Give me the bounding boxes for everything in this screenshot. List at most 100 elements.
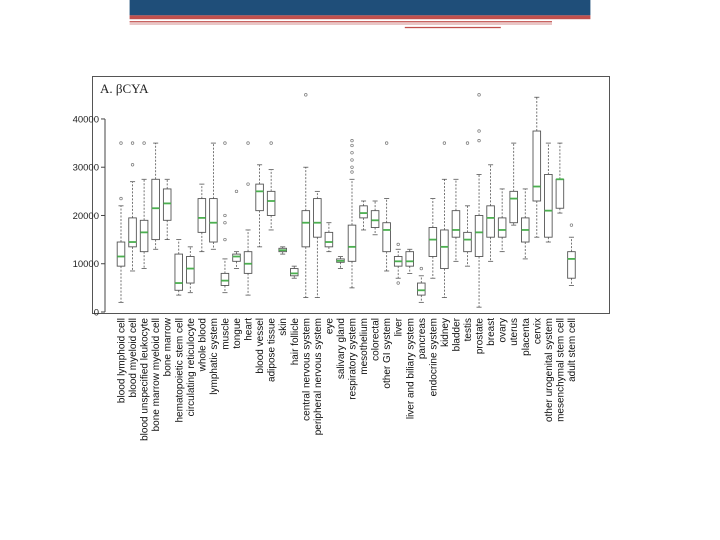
y-tick-label: 20000 (73, 211, 99, 222)
box-35 (509, 142, 518, 226)
iqr-box (255, 183, 264, 212)
outlier-point (569, 223, 574, 227)
box-37 (532, 96, 542, 238)
outlier-point (442, 141, 447, 145)
category-label: respiratory system (348, 318, 359, 400)
box-34 (497, 188, 507, 253)
outlier-point (223, 141, 227, 145)
category-label: blood lymphoid cell (117, 318, 128, 403)
box-29 (440, 141, 449, 298)
category-label: ovary (498, 318, 509, 342)
outlier-point (350, 143, 354, 148)
y-tick-label: 40000 (73, 114, 99, 125)
box-30 (451, 178, 461, 262)
iqr-box (290, 268, 299, 277)
box-28 (428, 198, 438, 279)
iqr-box (451, 210, 461, 238)
category-label: cervix (532, 318, 543, 344)
category-label: other GI system (382, 318, 393, 389)
iqr-box (197, 198, 207, 233)
iqr-box (497, 217, 507, 238)
iqr-box (532, 130, 542, 202)
iqr-box (440, 229, 449, 270)
outlier-point (477, 93, 481, 97)
header-red-band-top (129, 15, 591, 20)
box-31 (463, 141, 472, 267)
outlier-point (119, 196, 123, 201)
box-5 (162, 178, 172, 241)
category-label: placenta (521, 318, 532, 356)
category-label: colorectal (371, 318, 382, 361)
category-label: breast (486, 318, 497, 346)
iqr-box (220, 272, 230, 286)
category-label: adult stem cell (567, 318, 578, 382)
box-15 (278, 246, 287, 255)
outlier-point (385, 141, 389, 145)
outlier-point (350, 165, 354, 169)
box-9 (209, 142, 218, 250)
category-label: bone marrow (163, 317, 174, 376)
box-24 (382, 141, 391, 272)
box-25 (393, 242, 403, 285)
box-19 (324, 222, 334, 253)
category-label: whole blood (197, 318, 208, 372)
category-label: muscle (220, 318, 231, 350)
outlier-point (246, 141, 250, 145)
y-tick-label: 10000 (73, 259, 99, 270)
category-label: circulating reticulocyte (186, 318, 197, 417)
category-label: blood unspecified leukocyte (140, 318, 151, 441)
box-38 (544, 142, 553, 243)
iqr-box (139, 219, 149, 253)
iqr-box (417, 282, 426, 296)
category-label: heart (244, 318, 255, 341)
outlier-point (223, 221, 227, 225)
box-12 (243, 141, 253, 296)
box-22 (359, 200, 368, 231)
outlier-point (223, 237, 227, 242)
outlier-point (130, 163, 135, 167)
category-label: hair follicle (290, 318, 301, 366)
iqr-box (313, 198, 322, 238)
iqr-box (555, 178, 565, 209)
category-label: mesenchymal stem cell (555, 318, 566, 422)
iqr-box (301, 210, 311, 248)
category-label: liver and biliary system (405, 318, 416, 419)
category-label: lymphatic system (209, 318, 220, 395)
category-label: uterus (509, 318, 520, 346)
box-17 (301, 93, 311, 298)
iqr-box (116, 241, 126, 267)
y-tick-label: 0 (94, 308, 99, 319)
box-39 (555, 142, 565, 214)
header-blue-band (129, 0, 591, 16)
iqr-box (186, 256, 195, 284)
iqr-box (209, 198, 218, 243)
outlier-point (350, 151, 354, 155)
category-label: bladder (451, 317, 462, 351)
box-32 (474, 93, 484, 308)
outlier-point (419, 266, 423, 271)
iqr-box (405, 251, 415, 267)
outlier-point (477, 139, 481, 143)
box-10 (220, 141, 230, 294)
box-40 (567, 223, 576, 286)
box-3 (139, 141, 149, 269)
outlier-point (304, 93, 308, 97)
outlier-point (350, 170, 354, 174)
category-label: bone marrow myeloid cell (151, 318, 162, 431)
outlier-point (477, 129, 481, 133)
category-label: skin (278, 318, 289, 336)
outlier-point (246, 182, 250, 186)
box-8 (197, 183, 207, 253)
iqr-box (128, 217, 137, 248)
category-label: blood myeloid cell (128, 318, 139, 398)
category-label: blood vessel (255, 318, 266, 374)
box-33 (486, 164, 495, 262)
box-27 (417, 266, 426, 303)
iqr-box (324, 231, 334, 248)
category-label: prostate (475, 318, 486, 355)
outlier-point (130, 141, 135, 145)
outlier-point (142, 141, 146, 145)
category-label: eye (324, 318, 335, 335)
category-label: salivary gland (336, 318, 347, 379)
header-red-stripe-2 (129, 23, 552, 25)
